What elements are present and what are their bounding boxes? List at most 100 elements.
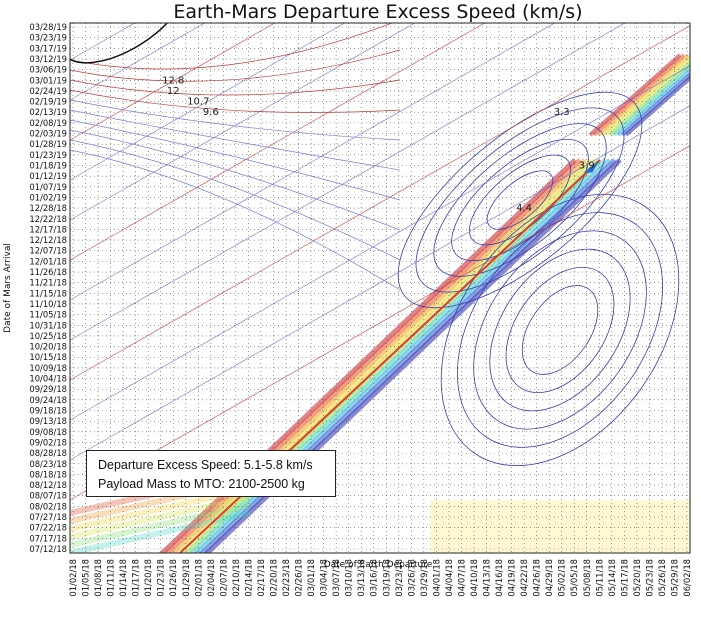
contour-line bbox=[415, 107, 625, 293]
y-tick-label: 12/17/18 bbox=[29, 224, 67, 234]
contour-line bbox=[440, 193, 680, 467]
contour-line bbox=[70, 89, 401, 113]
contour-line bbox=[70, 65, 690, 421]
contour-line bbox=[70, 23, 626, 341]
y-tick-label: 03/23/19 bbox=[29, 33, 67, 43]
x-tick-label: 04/22/18 bbox=[519, 559, 529, 597]
y-tick-label: 08/07/18 bbox=[29, 491, 67, 501]
y-tick-label: 07/22/18 bbox=[29, 523, 67, 533]
x-tick-label: 01/02/18 bbox=[68, 559, 78, 597]
x-tick-label: 01/17/18 bbox=[131, 559, 141, 597]
x-tick-label: 05/08/18 bbox=[582, 559, 592, 597]
x-tick-label: 02/26/18 bbox=[294, 559, 304, 597]
contour-label: 12.8 bbox=[162, 75, 184, 86]
x-tick-label: 04/04/18 bbox=[444, 559, 454, 597]
y-tick-label: 07/17/18 bbox=[29, 533, 67, 543]
x-tick-label: 04/01/18 bbox=[431, 559, 441, 597]
x-tick-label: 01/14/18 bbox=[118, 559, 128, 597]
highlight-ellipse bbox=[70, 23, 186, 64]
contour-label: 4.4 bbox=[516, 203, 532, 214]
y-tick-label: 08/18/18 bbox=[29, 469, 67, 479]
contour-line bbox=[70, 139, 401, 261]
x-tick-label: 03/04/18 bbox=[319, 559, 329, 597]
contour-line bbox=[457, 212, 663, 448]
contour-label: 12 bbox=[167, 86, 180, 97]
color-band bbox=[600, 54, 690, 137]
x-tick-label: 03/13/18 bbox=[356, 559, 366, 597]
y-tick-label: 02/08/19 bbox=[29, 118, 67, 128]
y-tick-label: 02/03/19 bbox=[29, 129, 67, 139]
y-tick-label: 12/22/18 bbox=[29, 214, 67, 224]
y-tick-label: 03/01/19 bbox=[29, 75, 67, 85]
color-band bbox=[596, 53, 690, 137]
y-tick-label: 01/28/19 bbox=[29, 139, 67, 149]
y-tick-label: 10/20/18 bbox=[29, 342, 67, 352]
y-tick-label: 02/24/19 bbox=[29, 86, 67, 96]
contour-line bbox=[486, 170, 554, 230]
y-tick-label: 01/07/19 bbox=[29, 182, 67, 192]
x-tick-label: 05/29/18 bbox=[669, 559, 679, 597]
x-tick-label: 01/08/18 bbox=[93, 559, 103, 597]
x-tick-label: 02/23/18 bbox=[281, 559, 291, 597]
plot-frame bbox=[69, 22, 691, 554]
contour-label: 3.3 bbox=[554, 107, 570, 118]
y-tick-label: 08/02/18 bbox=[29, 501, 67, 511]
contour-line bbox=[70, 79, 401, 96]
x-tick-label: 03/01/18 bbox=[306, 559, 316, 597]
contour-line bbox=[70, 23, 416, 221]
annotation-payload-mass: Payload Mass to MTO: 2100-2500 kg bbox=[98, 477, 305, 491]
y-tick-label: 09/08/18 bbox=[29, 427, 67, 437]
contour-line bbox=[70, 99, 401, 141]
x-tick-label: 01/11/18 bbox=[106, 559, 116, 597]
contour-line bbox=[473, 230, 647, 430]
contour-line bbox=[521, 285, 599, 375]
x-tick-label: 02/17/18 bbox=[256, 559, 266, 597]
y-tick-label: 11/10/18 bbox=[29, 299, 67, 309]
y-tick-label: 03/06/19 bbox=[29, 65, 67, 75]
color-band bbox=[616, 68, 690, 137]
x-tick-label: 03/07/18 bbox=[331, 559, 341, 597]
x-tick-label: 01/23/18 bbox=[156, 559, 166, 597]
contour-line bbox=[505, 266, 615, 394]
contour-line bbox=[433, 123, 607, 277]
y-tick-label: 09/02/18 bbox=[29, 437, 67, 447]
x-tick-label: 04/10/18 bbox=[469, 559, 479, 597]
y-tick-label: 01/02/19 bbox=[29, 192, 67, 202]
x-tick-label: 03/29/18 bbox=[419, 559, 429, 597]
x-tick-label: 02/04/18 bbox=[206, 559, 216, 597]
x-tick-label: 02/14/18 bbox=[243, 559, 253, 597]
y-axis-title: Date of Mars Arrival bbox=[3, 243, 13, 333]
x-tick-label: 02/10/18 bbox=[231, 559, 241, 597]
y-tick-label: 10/25/18 bbox=[29, 331, 67, 341]
x-tick-label: 03/19/18 bbox=[381, 559, 391, 597]
y-tick-label: 03/12/19 bbox=[29, 54, 67, 64]
color-band bbox=[70, 494, 251, 540]
x-tick-label: 02/20/18 bbox=[268, 559, 278, 597]
contour-line bbox=[451, 138, 589, 262]
y-tick-label: 10/09/18 bbox=[29, 363, 67, 373]
annotation-box: Departure Excess Speed: 5.1-5.8 km/s Pay… bbox=[86, 450, 336, 497]
y-tick-label: 03/28/19 bbox=[29, 22, 67, 32]
x-tick-label: 02/01/18 bbox=[193, 559, 203, 597]
y-tick-label: 11/21/18 bbox=[29, 278, 67, 288]
y-tick-label: 01/18/19 bbox=[29, 160, 67, 170]
y-tick-label: 08/28/18 bbox=[29, 448, 67, 458]
y-tick-label: 11/26/18 bbox=[29, 267, 67, 277]
y-tick-label: 09/13/18 bbox=[29, 416, 67, 426]
y-tick-label: 12/07/18 bbox=[29, 246, 67, 256]
y-tick-label: 09/24/18 bbox=[29, 395, 67, 405]
color-band bbox=[620, 71, 690, 137]
y-tick-label: 02/13/19 bbox=[29, 107, 67, 117]
annotation-excess-speed: Departure Excess Speed: 5.1-5.8 km/s bbox=[98, 458, 313, 472]
contour-line bbox=[70, 129, 401, 231]
contour-line bbox=[70, 23, 556, 301]
x-tick-label: 04/19/18 bbox=[507, 559, 517, 597]
y-tick-label: 11/15/18 bbox=[29, 288, 67, 298]
contour-label: 3.9 bbox=[579, 160, 595, 171]
y-tick-label: 02/19/19 bbox=[29, 97, 67, 107]
color-band bbox=[624, 75, 690, 137]
x-tick-label: 05/05/18 bbox=[569, 559, 579, 597]
x-tick-label: 05/02/18 bbox=[557, 559, 567, 597]
y-tick-label: 08/12/18 bbox=[29, 480, 67, 490]
color-band-bottom bbox=[430, 500, 690, 553]
